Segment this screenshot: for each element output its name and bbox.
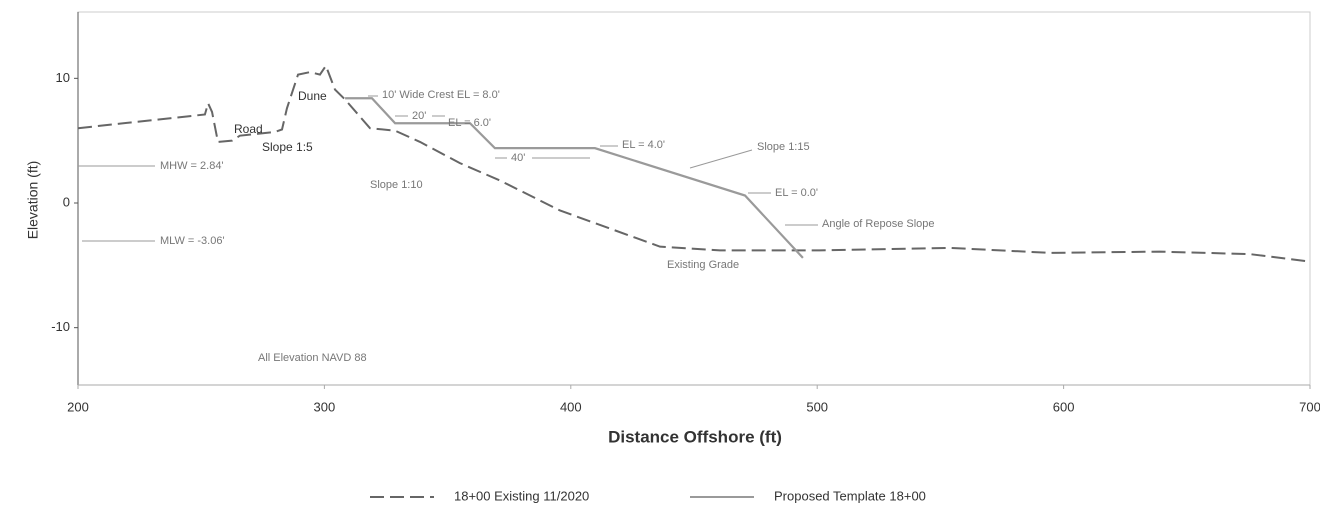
x-tick-label: 600 [1053, 399, 1075, 414]
annotation: Slope 1:10 [370, 179, 423, 191]
x-axis-title: Distance Offshore (ft) [608, 427, 782, 446]
annotation: 10' Wide Crest EL = 8.0' [382, 89, 500, 101]
annotation: Road [234, 122, 263, 136]
x-tick-label: 500 [806, 399, 828, 414]
annotation: 20' [412, 110, 426, 122]
annotation: Slope 1:5 [262, 140, 313, 154]
x-tick-label: 300 [314, 399, 336, 414]
annotation: 40' [511, 152, 525, 164]
legend-label: 18+00 Existing 11/2020 [454, 488, 589, 503]
annotation: Existing Grade [667, 259, 739, 271]
y-tick-label: 0 [63, 194, 70, 209]
annotation: EL = 6.0' [448, 117, 491, 129]
x-tick-label: 700 [1299, 399, 1320, 414]
annotation: MLW = -3.06' [160, 235, 225, 247]
y-tick-label: -10 [51, 319, 70, 334]
series-line [345, 97, 804, 259]
annotation: MHW = 2.84' [160, 160, 224, 172]
annotation: All Elevation NAVD 88 [258, 352, 367, 364]
legend-label: Proposed Template 18+00 [774, 488, 926, 503]
annotation: Angle of Repose Slope [822, 218, 935, 230]
x-tick-label: 400 [560, 399, 582, 414]
annotation: EL = 0.0' [775, 187, 818, 199]
annotation: EL = 4.0' [622, 139, 665, 151]
x-tick-label: 200 [67, 399, 89, 414]
annotation: Dune [298, 89, 327, 103]
series-line [77, 63, 1311, 263]
y-axis-title: Elevation (ft) [25, 161, 41, 240]
annotation: Slope 1:15 [757, 141, 810, 153]
leader [689, 149, 753, 169]
y-tick-label: 10 [56, 70, 70, 85]
plot-frame [77, 11, 1311, 386]
